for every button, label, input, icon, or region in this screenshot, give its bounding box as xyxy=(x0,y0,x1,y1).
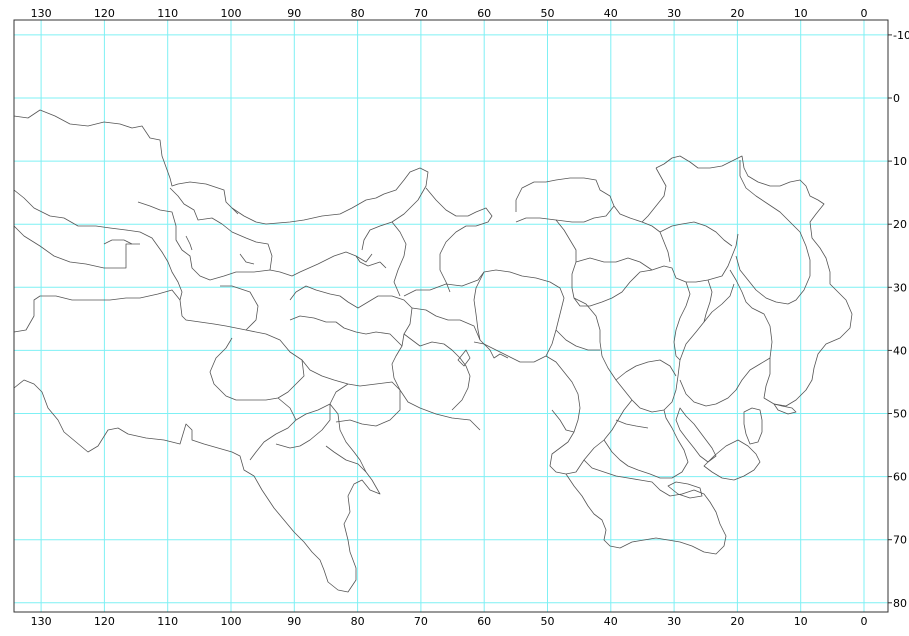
y-tick-label: 50 xyxy=(893,408,907,421)
x-tick-label: 10 xyxy=(794,7,808,20)
x-tick-label: 80 xyxy=(351,7,365,20)
x-tick-labels-top: 130 120 110 100 90 80 70 60 50 40 30 20 10 0 xyxy=(31,7,868,20)
boundary-line xyxy=(239,253,255,265)
boundary-line xyxy=(403,333,471,411)
x-tick-label: 130 xyxy=(31,7,52,20)
boundary-line xyxy=(555,329,600,351)
x-tick-label: 110 xyxy=(157,7,178,20)
y-tick-label: 0 xyxy=(893,92,900,105)
boundary-line xyxy=(659,221,733,247)
x-tick-label: 130 xyxy=(31,615,52,628)
boundary-line xyxy=(515,177,615,223)
boundary-line xyxy=(675,407,717,463)
boundary-line xyxy=(425,187,493,293)
boundary-line xyxy=(679,357,771,407)
boundary-line xyxy=(355,255,387,269)
boundary-line xyxy=(473,271,485,341)
boundary-line xyxy=(641,167,667,223)
boundary-line xyxy=(411,307,481,341)
boundary-line xyxy=(13,225,140,269)
x-tick-label: 100 xyxy=(221,7,242,20)
boundary-line xyxy=(673,281,691,361)
boundary-line xyxy=(655,155,853,407)
x-tick-label: 60 xyxy=(477,615,491,628)
y-tick-label: -10 xyxy=(893,29,909,42)
boundary-line xyxy=(773,403,797,415)
y-tick-label: 20 xyxy=(893,218,907,231)
x-tick-label: 50 xyxy=(541,615,555,628)
boundary-line xyxy=(703,439,761,481)
boundary-line xyxy=(615,359,677,381)
boundary-line xyxy=(103,239,133,245)
boundary-line xyxy=(615,419,649,429)
boundary-line xyxy=(13,189,183,301)
x-tick-label: 110 xyxy=(157,615,178,628)
x-tick-label: 70 xyxy=(414,615,428,628)
x-tick-label: 90 xyxy=(287,615,301,628)
boundary-line xyxy=(545,355,633,475)
x-tick-label: 60 xyxy=(477,7,491,20)
boundary-line xyxy=(743,407,763,445)
district-boundaries xyxy=(13,109,853,593)
map-frame xyxy=(13,19,889,613)
boundary-line xyxy=(667,481,703,499)
boundary-line xyxy=(137,201,373,281)
boundary-line xyxy=(169,187,273,271)
boundary-line xyxy=(735,160,811,305)
x-tick-label: 20 xyxy=(730,615,744,628)
x-tick-label: 20 xyxy=(730,7,744,20)
y-tick-label: 30 xyxy=(893,281,907,294)
boundary-line xyxy=(603,409,689,479)
boundary-line xyxy=(179,299,305,401)
y-tick-label: 10 xyxy=(893,155,907,168)
boundary-line xyxy=(391,221,407,297)
boundary-line xyxy=(613,205,671,263)
boundary-line xyxy=(329,403,367,473)
y-tick-label: 70 xyxy=(893,534,907,547)
boundary-line xyxy=(295,383,349,421)
x-tick-label: 40 xyxy=(604,7,618,20)
x-tick-label: 10 xyxy=(794,615,808,628)
boundary-line xyxy=(13,379,381,593)
x-tick-label: 0 xyxy=(861,7,868,20)
boundary-line xyxy=(575,257,653,271)
boundary-line xyxy=(403,269,565,363)
boundary-line xyxy=(335,390,401,427)
y-tick-label: 40 xyxy=(893,344,907,357)
x-tick-labels-bottom: 130 120 110 100 90 80 70 60 50 40 30 20 10 0 xyxy=(31,615,868,628)
boundary-line xyxy=(220,285,259,331)
boundary-line xyxy=(479,339,509,359)
x-tick-label: 80 xyxy=(351,615,365,628)
boundary-line xyxy=(573,283,735,413)
boundary-line xyxy=(13,289,181,333)
x-tick-label: 50 xyxy=(541,7,555,20)
boundary-line xyxy=(185,235,193,251)
x-tick-label: 30 xyxy=(667,7,681,20)
x-tick-label: 90 xyxy=(287,7,301,20)
boundary-line xyxy=(555,219,739,307)
boundary-line xyxy=(551,409,575,433)
boundary-line xyxy=(703,279,713,323)
x-tick-label: 120 xyxy=(94,7,115,20)
boundary-line xyxy=(565,459,727,555)
boundary-line xyxy=(289,285,481,431)
boundary-line xyxy=(289,315,403,347)
y-tick-labels-right: -10 0 10 20 30 40 50 60 70 80 xyxy=(888,29,909,610)
x-tick-label: 40 xyxy=(604,615,618,628)
x-tick-label: 120 xyxy=(94,615,115,628)
boundary-line xyxy=(13,109,239,215)
boundary-line xyxy=(249,397,297,461)
vertical-gridlines xyxy=(40,20,865,612)
x-tick-label: 30 xyxy=(667,615,681,628)
x-tick-label: 100 xyxy=(221,615,242,628)
y-tick-label: 80 xyxy=(893,597,907,610)
boundary-line xyxy=(457,349,471,367)
boundary-line xyxy=(275,404,331,449)
x-tick-label: 0 xyxy=(861,615,868,628)
y-tick-label: 60 xyxy=(893,471,907,484)
x-tick-label: 70 xyxy=(414,7,428,20)
